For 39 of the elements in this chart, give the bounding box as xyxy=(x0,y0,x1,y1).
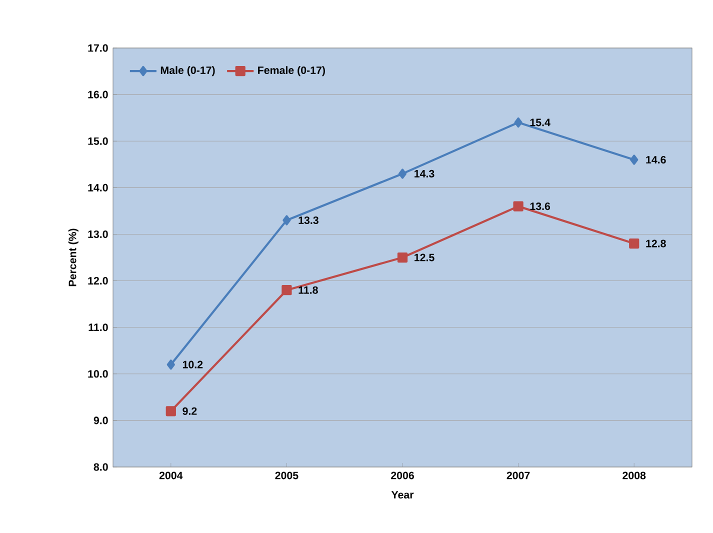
data-label: 14.3 xyxy=(414,170,434,178)
y-tick-label: 12.0 xyxy=(88,277,108,285)
y-tick-label: 8.0 xyxy=(94,463,108,471)
point xyxy=(398,168,407,179)
point xyxy=(282,285,292,296)
data-label: 10.2 xyxy=(182,360,203,368)
point xyxy=(513,201,524,212)
y-tick-label: 15.0 xyxy=(88,137,108,145)
data-label: 12.8 xyxy=(646,240,666,248)
data-label: 11.8 xyxy=(298,286,318,294)
y-axis-title: Percent (%) xyxy=(68,228,78,286)
data-label: 13.3 xyxy=(298,216,318,224)
x-axis-title: Year xyxy=(391,491,414,499)
y-tick-label: 17.0 xyxy=(88,44,108,52)
point xyxy=(166,360,175,370)
point xyxy=(397,252,408,263)
x-tick-label: 2006 xyxy=(391,472,414,480)
y-tick-label: 11.0 xyxy=(88,324,108,332)
y-tick-label: 9.0 xyxy=(94,416,108,424)
y-tick-label: 16.0 xyxy=(88,90,108,98)
legend-label: Female (0-17) xyxy=(258,66,325,76)
data-label: 12.5 xyxy=(414,254,434,262)
y-tick-label: 10.0 xyxy=(88,370,108,378)
x-tick-label: 2004 xyxy=(159,472,183,480)
legend-label: Male (0-17) xyxy=(160,66,215,76)
point xyxy=(630,154,638,165)
point xyxy=(282,215,291,226)
x-tick-label: 2007 xyxy=(506,472,530,480)
point xyxy=(166,406,176,416)
data-label: 9.2 xyxy=(182,407,197,415)
point xyxy=(629,238,640,249)
data-label: 15.4 xyxy=(530,118,550,126)
y-tick-label: 14.0 xyxy=(88,184,108,192)
x-tick-label: 2008 xyxy=(622,472,646,480)
y-tick-label: 13.0 xyxy=(88,230,108,238)
x-tick-label: 2005 xyxy=(275,472,298,480)
data-label: 14.6 xyxy=(646,156,666,164)
data-label: 13.6 xyxy=(530,202,550,210)
point xyxy=(514,117,522,128)
